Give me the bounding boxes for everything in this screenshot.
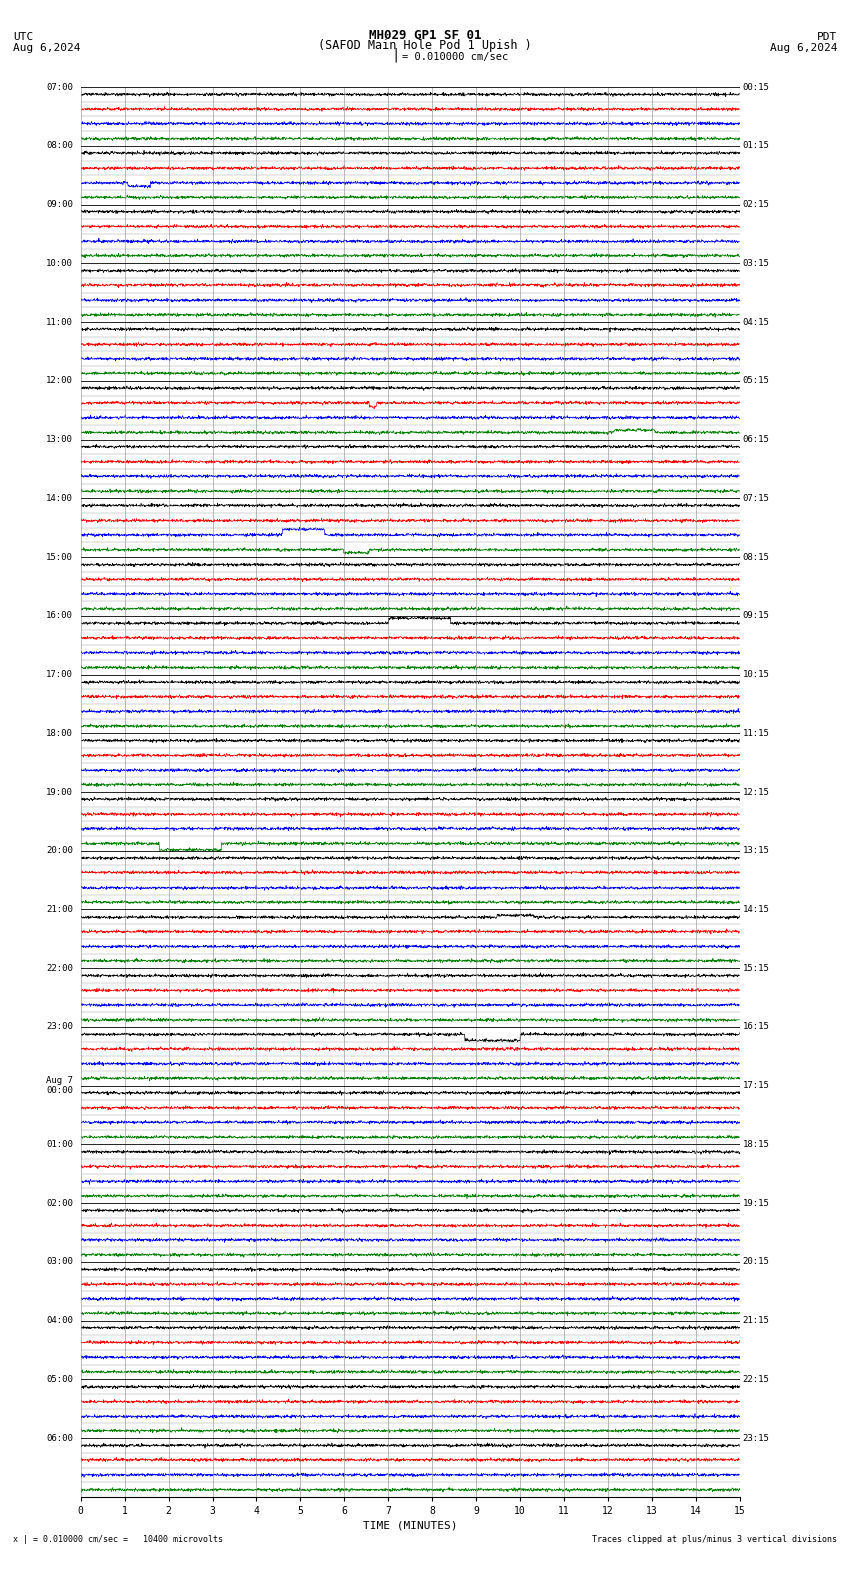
Text: 05:00: 05:00 [46, 1375, 73, 1384]
Text: 15:00: 15:00 [46, 553, 73, 562]
Text: 01:00: 01:00 [46, 1140, 73, 1148]
Text: 02:15: 02:15 [743, 200, 769, 209]
Text: x | = 0.010000 cm/sec =   10400 microvolts: x | = 0.010000 cm/sec = 10400 microvolts [13, 1535, 223, 1544]
Text: Aug 6,2024: Aug 6,2024 [13, 43, 80, 52]
Text: UTC: UTC [13, 32, 33, 41]
Text: 23:00: 23:00 [46, 1022, 73, 1031]
Text: 07:00: 07:00 [46, 82, 73, 92]
Text: 05:15: 05:15 [743, 377, 769, 385]
Text: 17:15: 17:15 [743, 1082, 769, 1090]
Text: 03:00: 03:00 [46, 1258, 73, 1267]
Text: 14:00: 14:00 [46, 494, 73, 502]
Text: 22:15: 22:15 [743, 1375, 769, 1384]
Text: 18:15: 18:15 [743, 1140, 769, 1148]
Text: = 0.010000 cm/sec: = 0.010000 cm/sec [402, 52, 508, 62]
Text: 04:15: 04:15 [743, 317, 769, 326]
Text: 06:15: 06:15 [743, 436, 769, 444]
Text: 14:15: 14:15 [743, 904, 769, 914]
Text: 19:00: 19:00 [46, 787, 73, 797]
Text: 16:15: 16:15 [743, 1022, 769, 1031]
Text: 10:00: 10:00 [46, 258, 73, 268]
Text: Aug 6,2024: Aug 6,2024 [770, 43, 837, 52]
Text: 20:00: 20:00 [46, 846, 73, 855]
Text: 13:15: 13:15 [743, 846, 769, 855]
Text: 07:15: 07:15 [743, 494, 769, 502]
Text: 15:15: 15:15 [743, 963, 769, 973]
Text: MH029 GP1 SF 01: MH029 GP1 SF 01 [369, 29, 481, 41]
Text: 03:15: 03:15 [743, 258, 769, 268]
Text: Aug 7
00:00: Aug 7 00:00 [46, 1077, 73, 1095]
Text: (SAFOD Main Hole Pod 1 Upish ): (SAFOD Main Hole Pod 1 Upish ) [318, 40, 532, 52]
Text: 23:15: 23:15 [743, 1434, 769, 1443]
Text: 20:15: 20:15 [743, 1258, 769, 1267]
Text: 22:00: 22:00 [46, 963, 73, 973]
Text: 12:00: 12:00 [46, 377, 73, 385]
Text: 06:00: 06:00 [46, 1434, 73, 1443]
Text: 09:15: 09:15 [743, 611, 769, 621]
X-axis label: TIME (MINUTES): TIME (MINUTES) [363, 1521, 457, 1530]
Text: 18:00: 18:00 [46, 729, 73, 738]
Text: 19:15: 19:15 [743, 1199, 769, 1207]
Text: 13:00: 13:00 [46, 436, 73, 444]
Text: 00:15: 00:15 [743, 82, 769, 92]
Text: 16:00: 16:00 [46, 611, 73, 621]
Text: 21:00: 21:00 [46, 904, 73, 914]
Text: PDT: PDT [817, 32, 837, 41]
Text: 21:15: 21:15 [743, 1316, 769, 1326]
Text: 08:00: 08:00 [46, 141, 73, 150]
Text: 17:00: 17:00 [46, 670, 73, 680]
Text: Traces clipped at plus/minus 3 vertical divisions: Traces clipped at plus/minus 3 vertical … [592, 1535, 837, 1544]
Text: 11:00: 11:00 [46, 317, 73, 326]
Text: 10:15: 10:15 [743, 670, 769, 680]
Text: 11:15: 11:15 [743, 729, 769, 738]
Text: |: | [391, 48, 399, 62]
Text: 04:00: 04:00 [46, 1316, 73, 1326]
Text: 02:00: 02:00 [46, 1199, 73, 1207]
Text: 08:15: 08:15 [743, 553, 769, 562]
Text: 12:15: 12:15 [743, 787, 769, 797]
Text: 01:15: 01:15 [743, 141, 769, 150]
Text: 09:00: 09:00 [46, 200, 73, 209]
